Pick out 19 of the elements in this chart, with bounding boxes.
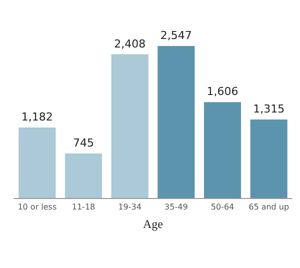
- data-label: 1,315: [253, 102, 285, 116]
- bar: [18, 127, 56, 198]
- x-tick-label: 19-34: [118, 202, 142, 212]
- x-tick-label: 50-64: [210, 202, 234, 212]
- x-tick-label: 11-18: [72, 202, 96, 212]
- x-tick-label: 35-49: [164, 202, 188, 212]
- data-label: 2,547: [160, 29, 192, 42]
- data-label: 745: [73, 136, 94, 150]
- bar: [250, 120, 288, 198]
- bar: [204, 102, 242, 198]
- bar: [111, 54, 148, 198]
- x-tick-label: 65 and up: [248, 202, 290, 212]
- bar: [158, 46, 195, 198]
- data-label: 2,408: [114, 37, 146, 50]
- x-axis-title: Age: [143, 217, 163, 231]
- data-label: 1,606: [206, 85, 238, 98]
- data-label: 1,182: [21, 110, 53, 124]
- bar: [64, 154, 102, 198]
- x-tick-label: 10 or less: [18, 202, 57, 212]
